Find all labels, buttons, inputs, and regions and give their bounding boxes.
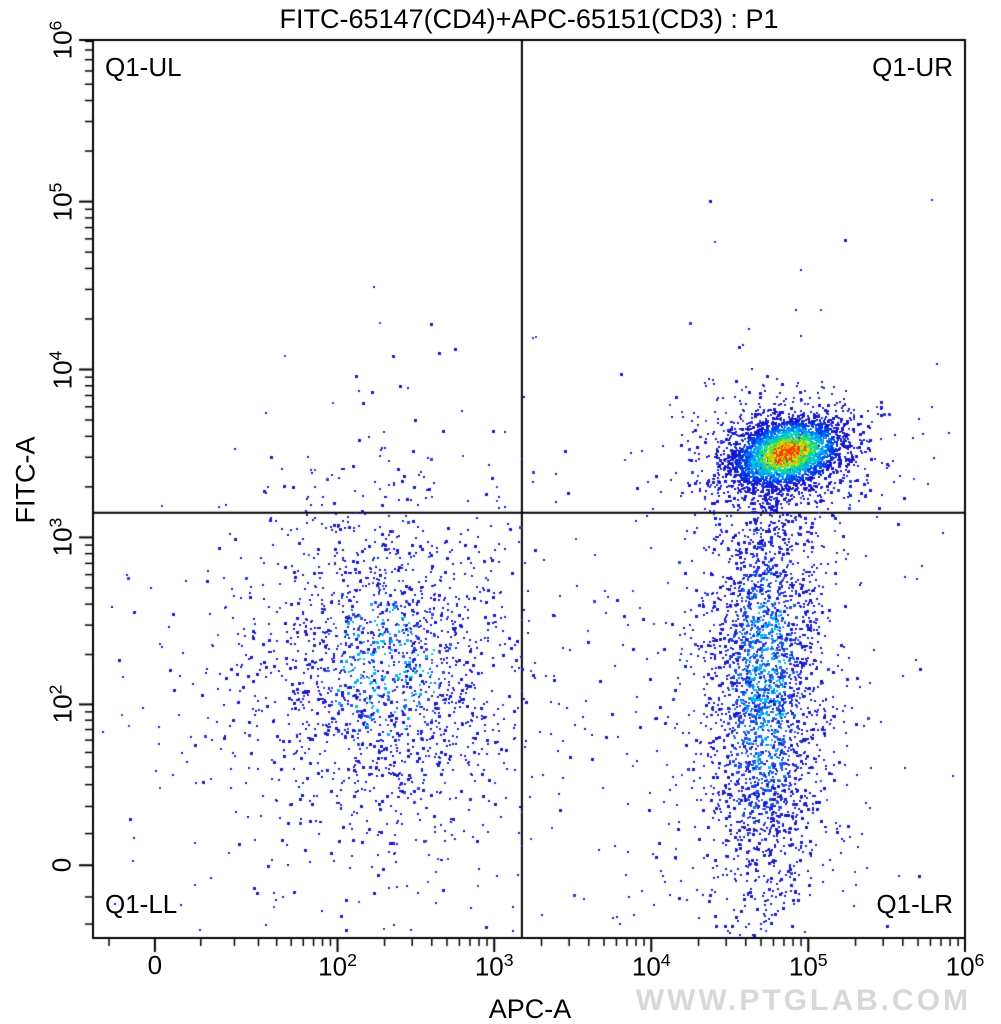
quadrant-label-lower-left: Q1-LL — [105, 889, 178, 919]
y-tick-label: 104 — [45, 350, 78, 389]
quadrant-label-lower-right: Q1-LR — [876, 889, 953, 919]
quadrant-label-upper-left: Q1-UL — [105, 52, 182, 82]
x-tick-label: 104 — [631, 950, 671, 982]
quadrant-label-upper-right: Q1-UR — [872, 52, 953, 82]
x-tick-label: 105 — [788, 950, 828, 982]
x-axis-label: APC-A — [488, 994, 572, 1024]
plot-title: FITC-65147(CD4)+APC-65151(CD3) : P1 — [279, 4, 779, 34]
x-tick-label: 106 — [945, 950, 985, 982]
x-tick-label: 0 — [147, 950, 163, 980]
y-tick-label: 102 — [45, 685, 78, 724]
y-axis-label: FITC-A — [10, 436, 41, 524]
y-tick-label: 103 — [45, 518, 78, 557]
y-tick-label: 106 — [45, 20, 78, 60]
watermark: WWW.PTGLAB.COM — [635, 984, 971, 1017]
x-tick-label: 103 — [474, 950, 514, 982]
y-tick-label: 0 — [46, 858, 77, 873]
x-tick-label: 102 — [318, 950, 357, 982]
y-tick-label: 105 — [45, 182, 78, 221]
